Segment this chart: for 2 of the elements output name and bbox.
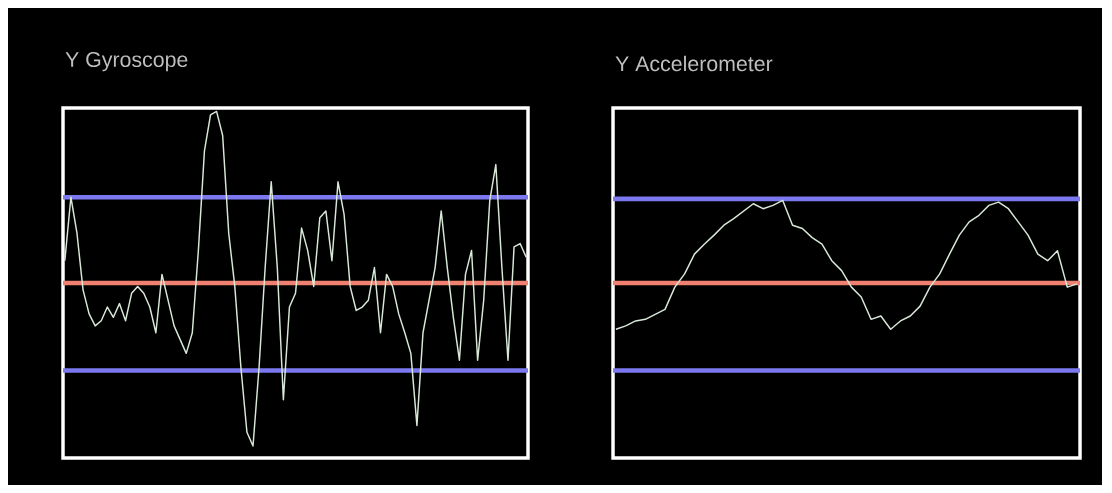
chart-title: Y Gyroscope	[65, 51, 188, 72]
chart-title: Y Accelerometer	[615, 55, 773, 72]
